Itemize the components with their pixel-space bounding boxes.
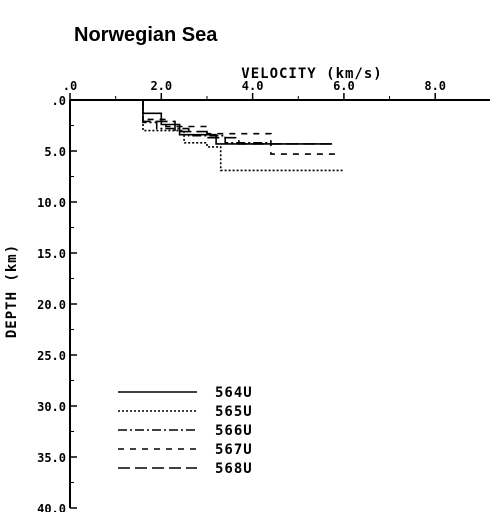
y-tick-label: 5.0 [44, 145, 66, 159]
series-line-565U [142, 100, 344, 172]
x-tick-label: 6.0 [333, 79, 355, 93]
y-tick-label: 10.0 [37, 196, 66, 210]
x-tick-label: .0 [63, 79, 77, 93]
axes-group: .0 2.0 4.0 6.0 8.0 .0 5.0 10.0 15.0 20.0 25.0 30.0 3… [37, 79, 490, 512]
legend-label-564U: 564U [215, 385, 253, 401]
y-tick-label: .0 [52, 94, 66, 108]
series-line-567U [142, 100, 340, 155]
legend-label-567U: 567U [215, 442, 253, 458]
y-axis-label: DEPTH (km) [4, 244, 20, 338]
y-tick-label: 25.0 [37, 349, 66, 363]
legend-label-566U: 566U [215, 423, 253, 439]
series-line-564U [142, 100, 331, 145]
legend-label-565U: 565U [215, 404, 253, 420]
y-tick-label: 35.0 [37, 451, 66, 465]
series-line-566U [142, 100, 271, 144]
x-tick-label: 2.0 [150, 79, 172, 93]
legend-label-568U: 568U [215, 461, 253, 477]
series-group [142, 100, 344, 172]
series-line-568U [142, 100, 335, 145]
x-tick-label: 8.0 [424, 79, 446, 93]
y-tick-label: 40.0 [37, 502, 66, 512]
x-axis-label: VELOCITY (km/s) [241, 66, 382, 82]
y-tick-label: 15.0 [37, 247, 66, 261]
y-tick-label: 20.0 [37, 298, 66, 312]
chart-title: Norwegian Sea [74, 24, 218, 46]
y-tick-label: 30.0 [37, 400, 66, 414]
legend: 564U 565U 566U 567U 568U [118, 385, 253, 477]
x-tick-label: 4.0 [242, 79, 264, 93]
